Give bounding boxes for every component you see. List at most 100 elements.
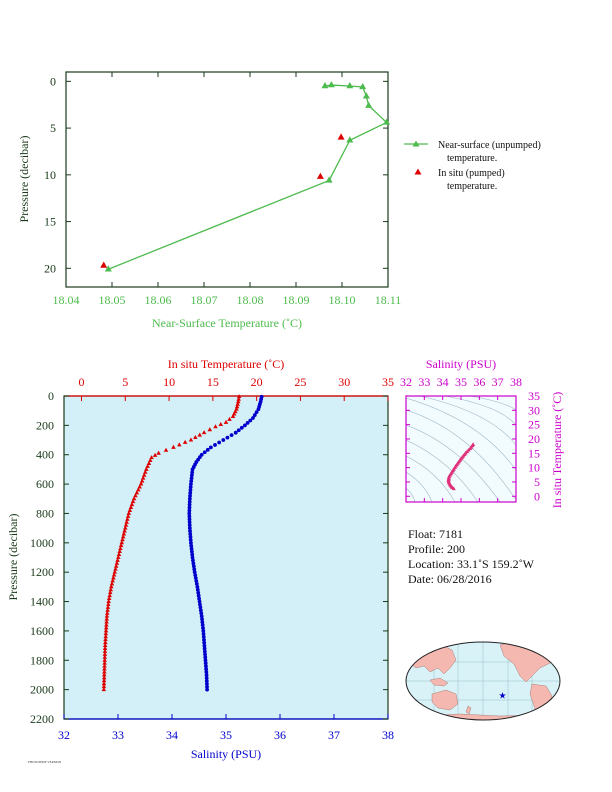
salinity-tick-label: 34 — [166, 728, 178, 742]
salinity-profile-point — [187, 496, 192, 501]
ts-temperature-tick-label: 30 — [528, 403, 540, 417]
float-id: Float: 7181 — [408, 527, 463, 541]
in-situ-point — [316, 172, 324, 179]
near-surface-point — [327, 81, 335, 88]
salinity-profile-point — [194, 582, 199, 586]
salinity-ticks: 32 33 34 35 36 37 38 — [58, 714, 394, 742]
salinity-profile-point — [197, 596, 202, 601]
pressure-tick-label: 1200 — [30, 565, 54, 579]
pressure-tick-label: 0 — [48, 389, 54, 403]
legend-label-in-situ-2: temperature. — [447, 181, 497, 192]
pressure-tick-label: 600 — [36, 477, 54, 491]
temperature-profile-point — [101, 687, 107, 692]
temperature-tick-label: 30 — [338, 375, 350, 389]
density-contour — [406, 487, 416, 502]
salinity-profile-point — [205, 684, 209, 689]
top-y-tick-label: 20 — [44, 261, 56, 275]
temperature-profile-point — [118, 546, 123, 551]
temperature-profile-point — [197, 432, 202, 437]
top-y-tick-label: 10 — [44, 168, 56, 182]
salinity-profile-point — [187, 526, 192, 531]
temperature-profile-point — [102, 663, 107, 668]
top-x-tick-label: 18.06 — [145, 293, 172, 307]
top-x-tick-label: 18.09 — [283, 293, 310, 307]
temperature-axis-label: In situ Temperature (˚C) — [168, 357, 285, 371]
temperature-profile-point — [235, 401, 240, 406]
temperature-profile-point — [120, 537, 125, 542]
near-surface-point — [365, 101, 373, 108]
temperature-profile-point — [118, 543, 124, 548]
salinity-profile-point — [203, 658, 208, 663]
salinity-profile-point — [188, 493, 192, 498]
salinity-profile-point — [197, 599, 202, 604]
salinity-tick-label: 37 — [328, 728, 340, 742]
top-x-tick-label: 18.10 — [329, 293, 356, 307]
salinity-profile-point — [188, 529, 192, 533]
salinity-profile-point — [200, 623, 205, 627]
temperature-profile-point — [123, 525, 128, 530]
salinity-profile-point — [202, 649, 207, 654]
temperature-profile-point — [143, 469, 148, 474]
density-contour — [419, 396, 516, 446]
temperature-profile-point — [163, 447, 169, 452]
salinity-profile-point — [189, 540, 193, 545]
temperature-profile-point — [145, 463, 150, 468]
salinity-profile-point — [252, 413, 257, 417]
salinity-profile-point — [217, 440, 222, 445]
pressure-tick-label: 200 — [36, 418, 54, 432]
pressure-tick-label: 400 — [36, 448, 54, 462]
temperature-profile-point — [103, 631, 109, 636]
temperature-tick-label: 20 — [251, 375, 263, 389]
salinity-profile-point — [248, 418, 253, 423]
ts-salinity-tick-label: 38 — [510, 375, 522, 389]
temperature-profile-point — [134, 490, 140, 495]
temperature-profile-point — [177, 442, 182, 447]
temperature-profile-point — [105, 604, 111, 609]
temperature-profile-point — [131, 496, 137, 501]
salinity-profile-point — [198, 602, 202, 607]
salinity-profile-point — [188, 485, 193, 489]
temperature-profile-point — [109, 584, 114, 589]
salinity-profile-point — [187, 508, 192, 513]
float-location: Location: 33.1˚S 159.2˚W — [408, 557, 535, 571]
near-surface-point — [346, 136, 354, 143]
temperature-profile-point — [102, 672, 107, 677]
temperature-profile-point — [103, 634, 108, 639]
salinity-profile-point — [205, 447, 210, 452]
salinity-profile-point — [196, 590, 201, 595]
salinity-profile-point — [195, 584, 200, 589]
map-land-australia — [431, 689, 459, 711]
temperature-profile-point — [130, 499, 136, 504]
temperature-profile-point — [111, 575, 116, 580]
temperature-profile-point — [234, 404, 240, 409]
temperature-tick-label: 5 — [122, 375, 128, 389]
salinity-profile-point — [236, 428, 241, 433]
profile-plot-area — [63, 395, 389, 720]
pressure-ticks: 0 200 400 600 800 1000 1200 1400 1600 1800 2000 220… — [30, 389, 388, 726]
temperature-profile-point — [102, 645, 108, 650]
temperature-profile-point — [236, 394, 242, 399]
map-graticule — [406, 642, 560, 720]
temperature-profile-point — [230, 413, 236, 418]
temperature-profile-point — [135, 487, 141, 492]
salinity-profile-point — [187, 523, 192, 528]
salinity-profile-point — [187, 499, 192, 504]
pressure-tick-label: 800 — [36, 506, 54, 520]
salinity-tick-label: 38 — [382, 728, 394, 742]
temperature-profile-point — [133, 493, 138, 498]
density-contour — [406, 397, 516, 471]
salinity-profile-point — [204, 675, 209, 680]
temperature-profile-point — [129, 502, 135, 507]
salinity-profile-point — [203, 661, 208, 666]
salinity-profile-point — [190, 470, 195, 475]
pressure-tick-label: 1600 — [30, 624, 54, 638]
temperature-profile-point — [114, 560, 120, 565]
temperature-profile-point — [103, 637, 108, 642]
temperature-profile-point — [126, 510, 132, 515]
salinity-profile-point — [233, 430, 238, 435]
temperature-profile-point — [188, 437, 194, 442]
salinity-profile-point — [190, 555, 195, 560]
temperature-profile-point — [236, 396, 241, 401]
